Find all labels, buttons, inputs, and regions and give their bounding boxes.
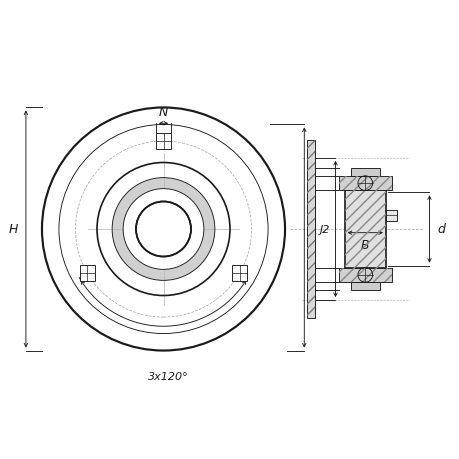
Bar <box>79 266 95 281</box>
Text: 3x120°: 3x120° <box>147 371 188 381</box>
Text: J: J <box>311 231 315 245</box>
Text: d: d <box>436 223 444 236</box>
Bar <box>338 177 391 190</box>
Circle shape <box>112 178 214 281</box>
Bar <box>232 266 247 281</box>
Text: H: H <box>8 223 18 236</box>
Bar <box>338 269 391 282</box>
Text: J2: J2 <box>319 224 330 235</box>
Bar <box>385 210 397 221</box>
Bar <box>350 282 379 291</box>
Bar <box>338 269 391 282</box>
Bar <box>344 190 385 269</box>
Bar <box>350 168 379 177</box>
Bar <box>156 134 171 149</box>
Bar <box>344 190 385 269</box>
Text: N: N <box>158 106 168 119</box>
Circle shape <box>123 189 203 270</box>
Bar <box>306 140 314 319</box>
Bar <box>306 140 314 319</box>
Circle shape <box>136 202 190 257</box>
Bar <box>338 177 391 190</box>
Text: B: B <box>360 238 369 251</box>
